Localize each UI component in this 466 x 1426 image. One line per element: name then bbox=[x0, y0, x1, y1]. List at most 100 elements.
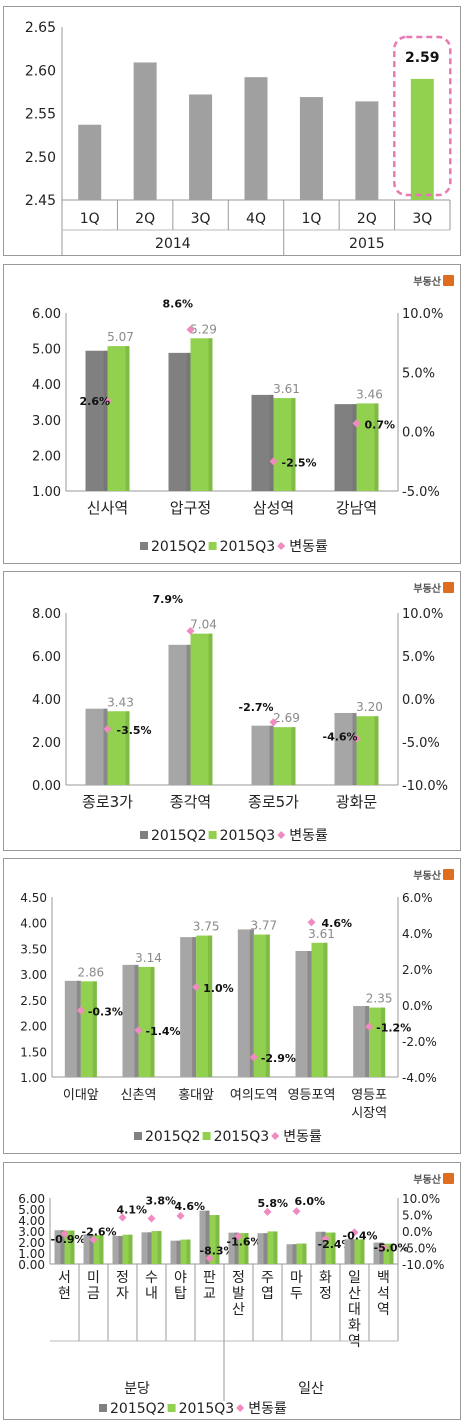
bar-shade bbox=[269, 725, 274, 785]
bar bbox=[383, 1243, 394, 1264]
bar-shade bbox=[360, 1239, 365, 1264]
bar bbox=[299, 97, 323, 200]
change-label: 0.7% bbox=[365, 418, 396, 431]
y2-tick-label: 10.0% bbox=[402, 607, 443, 622]
change-point bbox=[234, 1232, 243, 1241]
change-point bbox=[192, 983, 201, 991]
bar-shade bbox=[292, 1244, 297, 1264]
change-point bbox=[103, 396, 112, 405]
bar bbox=[257, 1233, 268, 1264]
y-tick-label: 2.60 bbox=[25, 63, 56, 79]
data-label: 3.75 bbox=[193, 920, 220, 934]
legend-label: 2015Q2 bbox=[110, 1401, 166, 1417]
bar-shade bbox=[389, 1243, 394, 1264]
panel-overall-trend: 2.45 2.50 2.55 2.60 2.65 1Q 2Q 3Q 4Q 1Q 2Q 3Q 2014 20… bbox=[3, 6, 461, 256]
y2-tick-label: 0.0% bbox=[402, 999, 433, 1013]
y-tick-label: 1.00 bbox=[18, 1247, 45, 1261]
change-label: 1.0% bbox=[203, 982, 234, 995]
change-label: -0.3% bbox=[88, 1005, 123, 1018]
x-tick-label: 영등포 bbox=[351, 1088, 387, 1103]
bar-shade bbox=[352, 712, 357, 785]
chart-yeongdeungpo: 1.00 1.50 2.00 2.50 3.00 3.50 4.00 4.50 -4.0% -2.… bbox=[20, 891, 437, 1145]
bar-shade bbox=[365, 1006, 370, 1077]
change-point bbox=[321, 1234, 330, 1243]
x-tick-label: 2Q bbox=[135, 211, 155, 227]
x-tick-label-char: 마 bbox=[290, 1270, 303, 1286]
y2-tick-label: -10.0% bbox=[402, 1258, 444, 1272]
legend-swatch bbox=[140, 542, 148, 550]
bar bbox=[253, 934, 270, 1077]
data-label: 3.14 bbox=[135, 951, 162, 965]
y-tick-label: 4.00 bbox=[32, 693, 61, 708]
x-tick-label-char: 화 bbox=[348, 1318, 361, 1334]
x-tick-label: 시장역 bbox=[351, 1106, 387, 1121]
bar bbox=[354, 1239, 365, 1264]
bar-shade bbox=[89, 1234, 94, 1264]
change-point bbox=[76, 1006, 85, 1015]
x-tick-label: 3Q bbox=[412, 211, 432, 227]
bar-shade bbox=[350, 1239, 355, 1264]
brand-label: 부동산 bbox=[413, 871, 441, 882]
brand-label: 부동산 bbox=[413, 584, 441, 595]
change-label: -0.9% bbox=[51, 1233, 86, 1246]
change-label: 8.6% bbox=[163, 298, 194, 311]
data-label: 2.86 bbox=[77, 965, 104, 979]
group-label: 2015 bbox=[349, 236, 385, 252]
x-tick-label-char: 탑 bbox=[174, 1286, 187, 1302]
y-tick-label: 0.00 bbox=[18, 1258, 45, 1272]
bar bbox=[251, 725, 274, 785]
bar-shade bbox=[147, 1232, 152, 1264]
change-label: -3.5% bbox=[117, 724, 152, 737]
y2-tick-label: 5.0% bbox=[402, 1209, 433, 1223]
x-tick-label: 종로5가 bbox=[248, 793, 299, 811]
bar bbox=[93, 1235, 104, 1264]
data-label: 3.77 bbox=[250, 919, 277, 933]
change-point bbox=[365, 1022, 374, 1031]
x-tick-label: 종각역 bbox=[170, 793, 211, 811]
y-tick-label: 2.00 bbox=[20, 1020, 47, 1034]
x-tick-label-char: 산 bbox=[232, 1302, 245, 1318]
bar-shade bbox=[186, 644, 191, 785]
x-tick-label-char: 엽 bbox=[261, 1286, 274, 1302]
x-tick-label-char: 주 bbox=[261, 1270, 274, 1286]
y2-tick-label: 0.0% bbox=[402, 426, 435, 441]
change-point bbox=[307, 918, 316, 927]
y2-tick-label: -5.0% bbox=[402, 485, 440, 500]
brand-logo: 부동산 bbox=[413, 273, 454, 288]
x-tick-label-char: 정 bbox=[319, 1286, 332, 1302]
change-label: 2.6% bbox=[80, 395, 111, 408]
bar bbox=[107, 711, 130, 785]
y-tick-label: 2.00 bbox=[32, 449, 61, 464]
bar bbox=[122, 1234, 133, 1264]
bar-shade bbox=[307, 951, 312, 1077]
bar-shade bbox=[125, 711, 130, 785]
bar-shade bbox=[157, 1231, 162, 1264]
change-label: 4.1% bbox=[117, 1203, 148, 1216]
bar bbox=[112, 1235, 123, 1264]
bar-shade bbox=[215, 1215, 220, 1264]
bar bbox=[141, 1232, 152, 1264]
x-tick-label-char: 내 bbox=[145, 1286, 158, 1302]
bar-shade bbox=[374, 403, 379, 491]
y-tick-label: 4.00 bbox=[20, 917, 47, 931]
y-tick-label: 1.50 bbox=[20, 1045, 47, 1059]
change-point bbox=[147, 1214, 156, 1223]
bar-shade bbox=[352, 404, 357, 491]
bar-shade bbox=[265, 934, 270, 1077]
bar bbox=[325, 1232, 336, 1264]
x-tick-label: 압구정 bbox=[170, 499, 211, 517]
bar-shade bbox=[128, 1234, 133, 1264]
bar bbox=[209, 1215, 220, 1264]
y-tick-label: 6.00 bbox=[32, 307, 61, 322]
change-point bbox=[186, 325, 195, 334]
bar-shade bbox=[249, 929, 254, 1077]
group-label: 2014 bbox=[155, 236, 191, 252]
bar-shade bbox=[234, 1232, 239, 1264]
x-tick-label: 신촌역 bbox=[121, 1088, 157, 1103]
bar bbox=[334, 712, 357, 785]
x-tick-label: 광화문 bbox=[336, 793, 378, 811]
change-point bbox=[60, 1229, 69, 1238]
group-label: 일산 bbox=[298, 1381, 324, 1397]
y2-tick-label: -5.0% bbox=[402, 736, 440, 751]
bar-shade bbox=[118, 1235, 123, 1264]
